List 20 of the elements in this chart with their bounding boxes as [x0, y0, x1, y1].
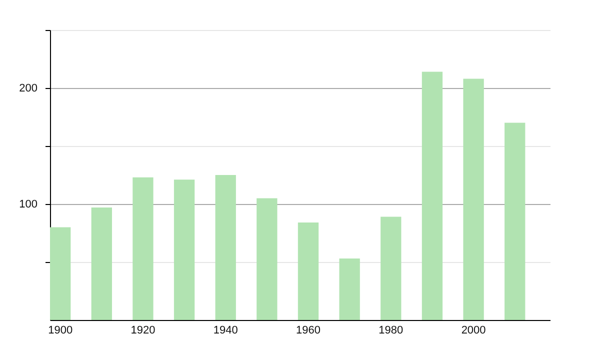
- bar: [463, 78, 484, 320]
- bar: [380, 216, 402, 320]
- x-tick-label: 1980: [378, 324, 404, 336]
- y-tick-label: 200: [19, 82, 38, 94]
- bar: [298, 222, 319, 320]
- bar: [215, 175, 236, 320]
- bar: [132, 177, 154, 320]
- bar: [339, 258, 360, 320]
- x-tick-label: 1920: [130, 324, 156, 336]
- bar: [256, 198, 278, 320]
- x-tick-label: 2000: [461, 324, 486, 336]
- bar: [174, 180, 195, 320]
- y-tick-label: 100: [19, 198, 38, 210]
- x-tick-label: 1940: [213, 324, 238, 336]
- x-tick-label: 1960: [296, 324, 321, 336]
- bar: [504, 122, 526, 320]
- bar: [50, 227, 71, 320]
- x-tick-label: 1900: [48, 324, 73, 336]
- bar: [91, 207, 112, 320]
- bar: [422, 72, 443, 320]
